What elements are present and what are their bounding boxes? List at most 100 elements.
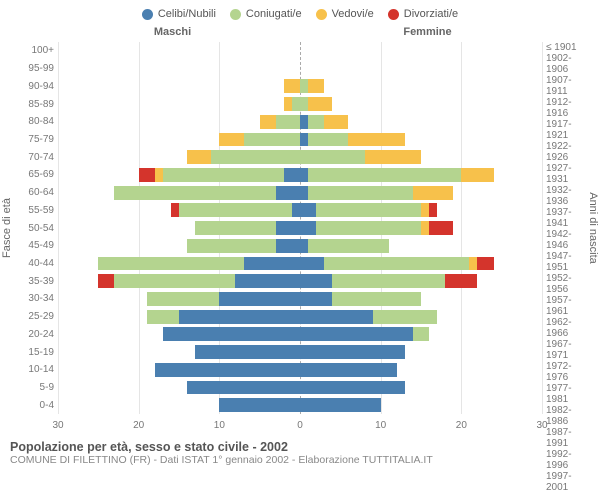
y-axis-label-left: Fasce di età xyxy=(0,42,14,414)
legend-dot xyxy=(142,9,153,20)
age-label: 65-69 xyxy=(14,166,58,184)
segment xyxy=(300,133,308,147)
bar-row xyxy=(58,308,542,326)
segment xyxy=(413,186,453,200)
segment xyxy=(308,133,348,147)
year-label: 1902-1906 xyxy=(542,53,586,75)
year-label: 1957-1961 xyxy=(542,295,586,317)
segment xyxy=(365,150,421,164)
segment xyxy=(276,115,300,129)
bar-row xyxy=(58,166,542,184)
female-bar xyxy=(300,381,542,395)
year-labels: ≤ 19011902-19061907-19111912-19161917-19… xyxy=(542,42,586,414)
age-label: 70-74 xyxy=(14,148,58,166)
segment xyxy=(300,381,405,395)
segment xyxy=(155,363,300,377)
bar-row xyxy=(58,361,542,379)
segment xyxy=(284,79,300,93)
bar-row xyxy=(58,42,542,60)
female-bar xyxy=(300,115,542,129)
legend-label: Vedovi/e xyxy=(332,8,374,20)
female-bar xyxy=(300,274,542,288)
segment xyxy=(332,292,421,306)
segment xyxy=(155,168,163,182)
year-label: ≤ 1901 xyxy=(542,42,586,53)
legend-dot xyxy=(230,9,241,20)
female-bar xyxy=(300,239,542,253)
female-bar xyxy=(300,150,542,164)
segment xyxy=(219,133,243,147)
segment xyxy=(195,221,276,235)
segment xyxy=(413,327,429,341)
age-label: 25-29 xyxy=(14,308,58,326)
bar-row xyxy=(58,272,542,290)
year-label: 1907-1911 xyxy=(542,75,586,97)
x-tick: 20 xyxy=(133,420,144,431)
legend-dot xyxy=(388,9,399,20)
male-bar xyxy=(58,398,300,412)
segment xyxy=(219,398,300,412)
bar-row xyxy=(58,184,542,202)
segment xyxy=(98,274,114,288)
segment xyxy=(421,203,429,217)
gender-headers: Maschi Femmine xyxy=(0,26,600,38)
age-label: 20-24 xyxy=(14,326,58,344)
footer-title: Popolazione per età, sesso e stato civil… xyxy=(10,440,590,454)
segment xyxy=(292,203,300,217)
segment xyxy=(211,150,300,164)
x-tick: 10 xyxy=(214,420,225,431)
female-bar xyxy=(300,97,542,111)
male-bar xyxy=(58,239,300,253)
legend-item: Divorziati/e xyxy=(388,8,458,20)
segment xyxy=(300,203,316,217)
male-bar xyxy=(58,221,300,235)
male-bar xyxy=(58,186,300,200)
segment xyxy=(429,221,453,235)
age-label: 5-9 xyxy=(14,379,58,397)
age-label: 30-34 xyxy=(14,290,58,308)
male-bar xyxy=(58,133,300,147)
female-bar xyxy=(300,292,542,306)
x-axis: 3020100 102030 xyxy=(58,420,542,434)
segment xyxy=(477,257,493,271)
bar-row xyxy=(58,290,542,308)
segment xyxy=(292,97,300,111)
x-tick: 30 xyxy=(536,420,547,431)
segment xyxy=(308,239,389,253)
year-label: 1917-1921 xyxy=(542,119,586,141)
segment xyxy=(219,292,300,306)
bar-row xyxy=(58,60,542,78)
legend-label: Coniugati/e xyxy=(246,8,302,20)
segment xyxy=(284,168,300,182)
segment xyxy=(114,186,275,200)
bar-row xyxy=(58,343,542,361)
segment xyxy=(276,239,300,253)
legend-item: Coniugati/e xyxy=(230,8,302,20)
year-label: 1987-1991 xyxy=(542,427,586,449)
segment xyxy=(244,133,300,147)
female-bar xyxy=(300,186,542,200)
age-label: 10-14 xyxy=(14,361,58,379)
age-label: 50-54 xyxy=(14,219,58,237)
male-bar xyxy=(58,257,300,271)
age-label: 35-39 xyxy=(14,272,58,290)
female-bar xyxy=(300,327,542,341)
segment xyxy=(300,115,308,129)
year-label: 1922-1926 xyxy=(542,141,586,163)
male-bar xyxy=(58,292,300,306)
bar-row xyxy=(58,326,542,344)
legend-dot xyxy=(316,9,327,20)
year-label: 1947-1951 xyxy=(542,251,586,273)
male-bar xyxy=(58,203,300,217)
legend-label: Celibi/Nubili xyxy=(158,8,216,20)
x-tick: 10 xyxy=(375,420,386,431)
male-bar xyxy=(58,274,300,288)
segment xyxy=(114,274,235,288)
segment xyxy=(187,150,211,164)
segment xyxy=(300,221,316,235)
male-bar xyxy=(58,115,300,129)
segment xyxy=(421,221,429,235)
segment xyxy=(163,327,300,341)
segment xyxy=(260,115,276,129)
segment xyxy=(147,310,179,324)
